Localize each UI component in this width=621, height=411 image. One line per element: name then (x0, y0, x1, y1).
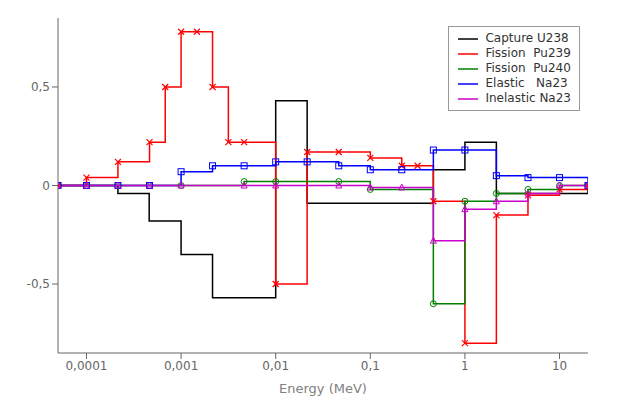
svg-text:10: 10 (552, 359, 567, 373)
html-text:Fission Pu240: Fission Pu240 (485, 61, 571, 75)
svg-text:0: 0 (42, 179, 50, 193)
svg-text:0,5: 0,5 (31, 80, 50, 94)
html-text:Inelastic Na23: Inelastic Na23 (485, 91, 571, 105)
svg-text:-0,5: -0,5 (27, 277, 50, 291)
svg-text:1: 1 (461, 359, 469, 373)
html-text:Elastic Na23: Elastic Na23 (485, 76, 568, 90)
svg-text:0,01: 0,01 (262, 359, 289, 373)
svg-text:Energy (MeV): Energy (MeV) (279, 381, 367, 396)
html-text:Capture U238: Capture U238 (485, 31, 569, 45)
svg-text:0,001: 0,001 (164, 359, 198, 373)
html-text:Fission Pu239: Fission Pu239 (485, 46, 571, 60)
svg-text:0,0001: 0,0001 (65, 359, 107, 373)
svg-text:0,1: 0,1 (361, 359, 380, 373)
